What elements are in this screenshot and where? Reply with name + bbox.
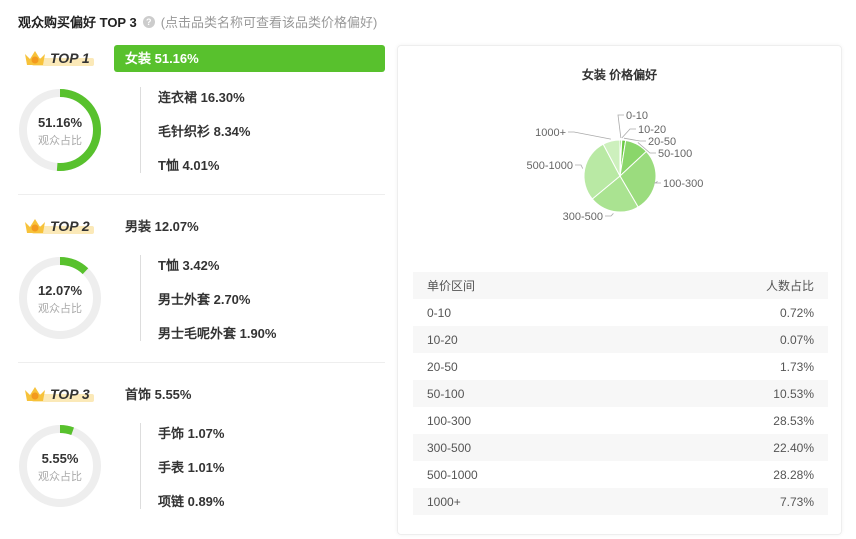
header-share: 人数占比 [765,279,814,293]
price-table: 单价区间 人数占比 0-10 0.72% 10-20 0.07% 20-50 1.73% 5… [413,272,828,515]
subcategory-item: T恤 3.42% [158,258,220,273]
price-range: 300-500 [427,440,472,455]
brace-divider [140,423,146,509]
price-range: 10-20 [427,332,458,347]
pie-leader-line [575,164,584,169]
rank-badge: TOP 3 [24,384,96,404]
price-range: 500-1000 [427,467,478,482]
category-button[interactable]: 女装 51.16% [114,45,385,72]
rank-badge: TOP 1 [24,48,96,68]
price-share: 0.07% [779,332,814,347]
table-row: 20-50 1.73% [413,353,828,380]
pie-slice[interactable] [591,175,639,213]
donut-fill [19,89,101,171]
pie-label: 0-10 [626,110,648,122]
question-icon[interactable]: ? [142,15,155,28]
rank-label: TOP 2 [50,218,90,234]
price-share: 1.73% [779,359,814,374]
crown-icon [25,387,45,401]
card-title: 女装 价格偏好 [581,68,658,82]
pie-leader-line [605,213,614,217]
pie-label: 100-300 [663,178,703,190]
donut-center: 51.16% 观众占比 [18,115,102,148]
share-value: 51.16% [37,115,83,130]
donut-fill [19,257,101,339]
pie-label: 1000+ [535,127,566,139]
price-share: 28.53% [773,413,814,428]
share-value: 5.55% [41,451,79,466]
category-button[interactable]: 男装 12.07% [125,219,199,234]
title-text: 观众购买偏好 TOP 3 [18,15,137,30]
table-row: 10-20 0.07% [413,326,828,353]
share-value: 12.07% [37,283,83,298]
category-section: TOP 2 男装 12.07% 12.07% 观众占比 T恤 3.42% 男士外套… [18,213,385,353]
hint-text: (点击品类名称可查看该品类价格偏好) [160,15,378,30]
table-header: 单价区间 人数占比 [413,272,828,299]
pie-label: 300-500 [563,211,603,223]
table-row: 1000+ 7.73% [413,488,828,515]
pie-leader-line [568,131,611,140]
subcategory-item: 男士外套 2.70% [158,292,251,307]
table-row: 50-100 10.53% [413,380,828,407]
pie-leader-line [623,137,646,142]
share-donut [19,425,101,507]
donut-fill [19,425,101,507]
subcategory-item: 男士毛呢外套 1.90% [158,326,277,341]
pie-label: 50-100 [658,148,692,160]
price-range: 100-300 [427,413,472,428]
pie-label: 500-1000 [527,160,574,172]
table-row: 0-10 0.72% [413,299,828,326]
pie-label: 20-50 [648,136,676,148]
pie-leader-line [617,114,624,139]
category-button[interactable]: 首饰 5.55% [125,387,192,402]
pie-leader-line [653,181,661,184]
subcategory-item: 手饰 1.07% [158,426,225,441]
price-range: 1000+ [427,494,461,509]
donut-center: 5.55% 观众占比 [18,451,102,484]
pie-slice[interactable] [583,143,621,200]
price-share: 0.72% [779,305,814,320]
pie-leader-line [621,128,636,139]
donut-center: 12.07% 观众占比 [18,283,102,316]
share-donut [19,89,101,171]
price-share: 7.73% [779,494,814,509]
subcategory-item: 连衣裙 16.30% [158,90,245,105]
rank-badge: TOP 2 [24,216,96,236]
share-label: 观众占比 [38,303,82,315]
price-range: 0-10 [427,305,452,320]
price-range: 50-100 [427,386,465,401]
rank-label: TOP 3 [50,386,90,402]
pie-leader-line [637,142,656,154]
section-divider [18,194,385,195]
brace-divider [140,87,146,173]
subcategory-item: T恤 4.01% [158,158,220,173]
price-preference-card: 女装 价格偏好 0-10 10-20 20-50 50-100 100-300 300-5… [397,45,842,535]
price-share: 10.53% [773,386,814,401]
subcategory-item: 毛针织衫 8.34% [158,124,251,139]
pie-slice[interactable] [602,139,621,177]
table-row: 300-500 22.40% [413,434,828,461]
price-range: 20-50 [427,359,458,374]
crown-icon [25,51,45,65]
category-section: TOP 1 女装 51.16% 51.16% 观众占比 连衣裙 16.30% 毛针… [18,45,385,185]
subcategory-item: 手表 1.01% [158,460,225,475]
table-row: 100-300 28.53% [413,407,828,434]
pie-label: 10-20 [638,124,666,136]
table-row: 500-1000 28.28% [413,461,828,488]
share-donut [19,257,101,339]
rank-label: TOP 1 [50,50,90,66]
brace-divider [140,255,146,341]
share-label: 观众占比 [38,135,82,147]
section-title: 观众购买偏好 TOP 3 ? (点击品类名称可查看该品类价格偏好) [18,12,377,31]
pie-slice[interactable] [619,150,657,208]
category-section: TOP 3 首饰 5.55% 5.55% 观众占比 手饰 1.07% 手表 1.0… [18,381,385,521]
subcategory-item: 项链 0.89% [158,494,225,509]
price-share: 22.40% [773,440,814,455]
section-divider [18,362,385,363]
price-share: 28.28% [773,467,814,482]
share-label: 观众占比 [38,471,82,483]
header-range: 单价区间 [427,279,476,293]
crown-icon [25,219,45,233]
